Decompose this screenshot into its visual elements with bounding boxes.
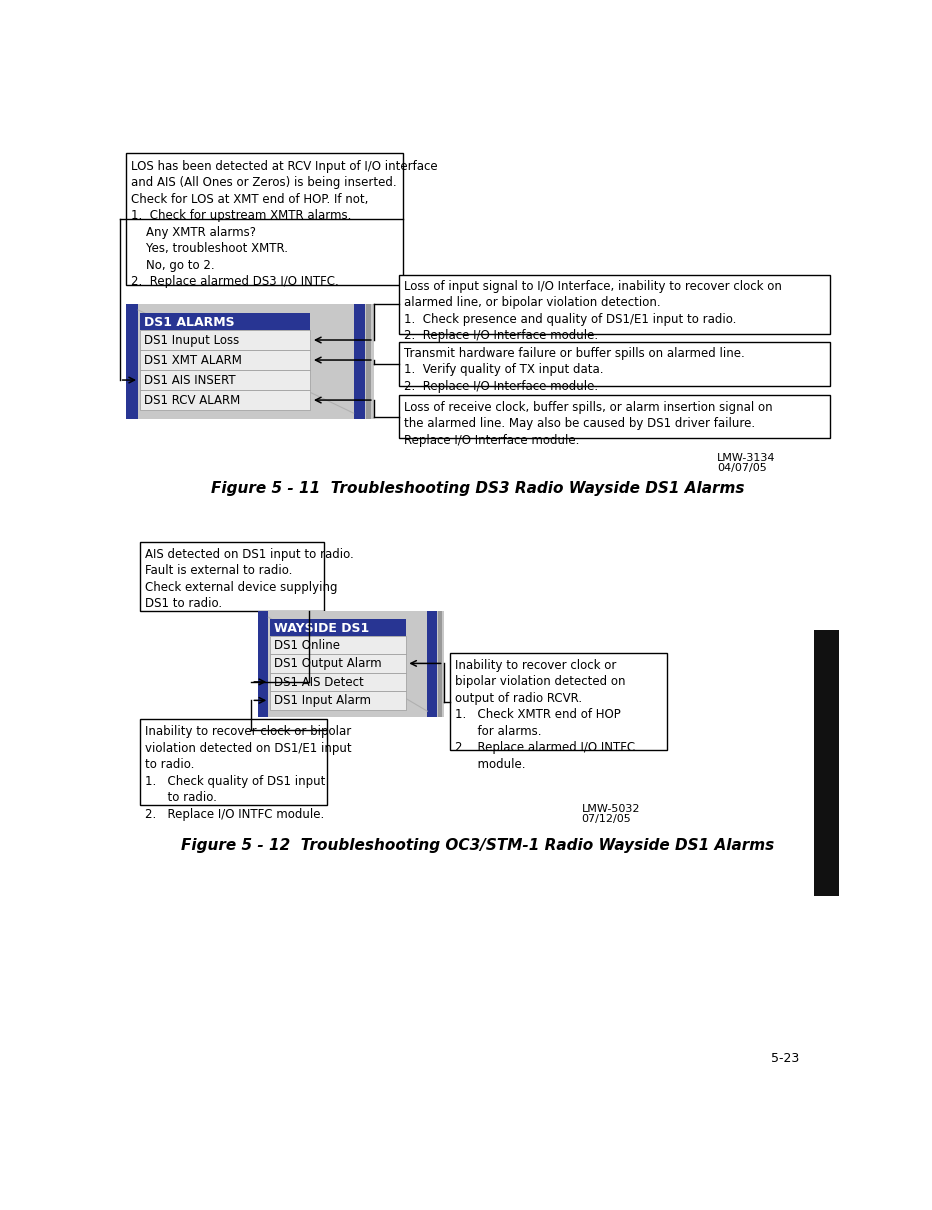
Text: LMW-5032: LMW-5032 xyxy=(582,803,640,813)
Text: DS1 Online: DS1 Online xyxy=(274,639,340,652)
Text: Inability to recover clock or
bipolar violation detected on
output of radio RCVR: Inability to recover clock or bipolar vi… xyxy=(455,658,636,771)
Bar xyxy=(814,630,839,895)
Bar xyxy=(257,611,268,718)
Bar xyxy=(140,350,310,370)
Bar xyxy=(270,635,405,655)
Bar xyxy=(270,655,405,673)
Text: LMW-3134: LMW-3134 xyxy=(717,454,775,463)
Bar xyxy=(140,542,324,611)
Text: 5-23: 5-23 xyxy=(772,1053,800,1065)
Text: Loss of receive clock, buffer spills, or alarm insertion signal on
the alarmed l: Loss of receive clock, buffer spills, or… xyxy=(404,401,773,446)
Bar xyxy=(270,691,405,709)
Text: WAYSIDE DS1: WAYSIDE DS1 xyxy=(274,622,369,635)
Text: 07/12/05: 07/12/05 xyxy=(582,813,631,824)
Text: DS1 Inuput Loss: DS1 Inuput Loss xyxy=(144,334,239,347)
Bar xyxy=(270,618,405,635)
Bar xyxy=(438,611,442,718)
Text: 04/07/05: 04/07/05 xyxy=(717,463,767,473)
Text: Figure 5 - 12  Troubleshooting OC3/STM-1 Radio Wayside DS1 Alarms: Figure 5 - 12 Troubleshooting OC3/STM-1 … xyxy=(181,839,774,853)
Text: DS1 XMT ALARM: DS1 XMT ALARM xyxy=(144,353,241,367)
Bar xyxy=(400,396,830,438)
Bar xyxy=(427,611,436,718)
Text: Transmit hardware failure or buffer spills on alarmed line.
1.  Verify quality o: Transmit hardware failure or buffer spil… xyxy=(404,347,745,393)
Bar xyxy=(140,370,310,390)
Bar xyxy=(257,611,445,718)
Text: Inability to recover clock or bipolar
violation detected on DS1/E1 input
to radi: Inability to recover clock or bipolar vi… xyxy=(145,725,351,820)
Text: DS1 ALARMS: DS1 ALARMS xyxy=(144,316,234,329)
Bar xyxy=(140,313,310,330)
Bar xyxy=(400,275,830,334)
Bar xyxy=(126,152,404,286)
Text: AIS detected on DS1 input to radio.
Fault is external to radio.
Check external d: AIS detected on DS1 input to radio. Faul… xyxy=(145,548,354,610)
Text: DS1 AIS INSERT: DS1 AIS INSERT xyxy=(144,374,235,387)
Bar xyxy=(126,304,374,420)
Bar xyxy=(270,673,405,691)
Text: DS1 AIS Detect: DS1 AIS Detect xyxy=(274,675,363,688)
Bar xyxy=(400,341,830,386)
Text: DS1 RCV ALARM: DS1 RCV ALARM xyxy=(144,394,240,407)
Bar xyxy=(353,304,364,420)
Bar xyxy=(140,719,327,805)
Bar xyxy=(140,390,310,410)
Bar xyxy=(126,304,138,420)
Text: DS1 Output Alarm: DS1 Output Alarm xyxy=(274,657,381,670)
Text: DS1 Input Alarm: DS1 Input Alarm xyxy=(274,695,371,707)
Text: LOS has been detected at RCV Input of I/O interface
and AIS (All Ones or Zeros) : LOS has been detected at RCV Input of I/… xyxy=(131,160,438,288)
Text: Loss of input signal to I/O Interface, inability to recover clock on
alarmed lin: Loss of input signal to I/O Interface, i… xyxy=(404,280,782,342)
Bar xyxy=(450,653,666,750)
Text: Figure 5 - 11  Troubleshooting DS3 Radio Wayside DS1 Alarms: Figure 5 - 11 Troubleshooting DS3 Radio … xyxy=(211,480,745,496)
Bar xyxy=(140,330,310,350)
Bar xyxy=(366,304,371,420)
